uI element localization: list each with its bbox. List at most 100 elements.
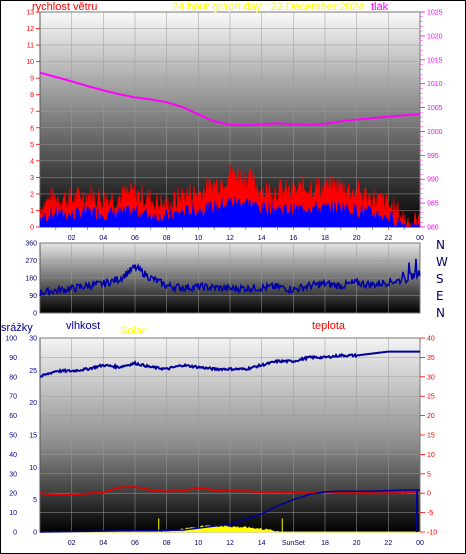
- wind-y-tick: 12: [26, 26, 34, 33]
- rain-y-tick: 15: [29, 433, 37, 440]
- humidity-y-tick: 10: [9, 510, 17, 517]
- rain-x-tick: 20: [353, 540, 361, 547]
- compass-n-top: N: [436, 238, 445, 252]
- humidity-y-tick: 60: [9, 413, 17, 420]
- wind-x-tick: 10: [194, 235, 202, 242]
- humidity-y-tick: 90: [9, 355, 17, 362]
- temp-y-tick: 30: [427, 374, 435, 381]
- pressure-y-tick: 1020: [427, 33, 443, 40]
- temp-y-tick: -5: [427, 510, 433, 517]
- wind-y-tick: 8: [30, 92, 34, 99]
- wind-x-tick: 20: [353, 235, 361, 242]
- direction-y-tick: 90: [29, 293, 37, 300]
- direction-y-tick: 360: [25, 241, 37, 248]
- pressure-y-tick: 980: [427, 225, 439, 232]
- wind-speed-label: rychlost větru: [32, 1, 97, 13]
- humidity-y-tick: 40: [9, 452, 17, 459]
- direction-y-tick: 270: [25, 258, 37, 265]
- wind-y-tick: 3: [30, 175, 34, 182]
- pressure-y-tick: 985: [427, 201, 439, 208]
- wind-x-tick: 22: [384, 235, 392, 242]
- wind-y-tick: 7: [30, 109, 34, 116]
- compass-s: S: [436, 272, 444, 286]
- humidity-y-tick: 0: [13, 530, 17, 537]
- wind-y-tick: 0: [30, 225, 34, 232]
- wind-average-series: [39, 196, 420, 228]
- temp-y-tick: 0: [427, 491, 431, 498]
- temp-y-tick: 20: [427, 413, 435, 420]
- compass-e: E: [436, 289, 444, 303]
- pressure-series: [39, 71, 421, 127]
- rain-x-tick: 04: [99, 540, 107, 547]
- temp-y-tick: 5: [427, 471, 431, 478]
- temp-y-tick: 35: [427, 355, 435, 362]
- rain-y-tick: 5: [33, 497, 37, 504]
- rain-x-tick: 02: [68, 540, 76, 547]
- solar-label: Solar: [120, 325, 146, 337]
- rain-x-tick: 00: [416, 540, 424, 547]
- wind-direction-series: [39, 258, 421, 297]
- wind-x-tick: 18: [321, 235, 329, 242]
- wind-x-tick: 08: [163, 235, 171, 242]
- wind-x-tick: 16: [289, 235, 297, 242]
- wind-x-tick: 04: [99, 235, 107, 242]
- pressure-y-tick: 1010: [427, 81, 443, 88]
- direction-y-tick: 180: [25, 276, 37, 283]
- humidity-y-tick: 20: [9, 491, 17, 498]
- wind-y-tick: 11: [27, 43, 34, 50]
- compass-w: W: [436, 255, 448, 269]
- wind-y-tick: 10: [26, 59, 34, 66]
- direction-y-tick: 0: [33, 311, 37, 318]
- pressure-y-tick: 1000: [427, 129, 443, 136]
- compass-n-bottom: N: [436, 306, 445, 320]
- wind-x-tick: 14: [258, 235, 266, 242]
- humidity-y-tick: 30: [9, 471, 17, 478]
- wind-x-tick: 12: [226, 235, 234, 242]
- temp-y-tick: -10: [427, 530, 437, 537]
- temp-y-tick: 15: [427, 433, 435, 440]
- temp-y-tick: 40: [427, 336, 435, 343]
- pressure-label: tlak: [371, 1, 389, 13]
- wind-y-tick: 1: [30, 208, 34, 215]
- temperature-label: teplota: [312, 320, 346, 332]
- rain-x-tick: 22: [384, 540, 392, 547]
- rain-x-tick: 08: [163, 540, 171, 547]
- wind-y-tick: 2: [30, 191, 34, 198]
- temp-y-tick: 25: [427, 394, 435, 401]
- rain-series: [39, 489, 420, 533]
- wind-y-tick: 9: [30, 76, 34, 83]
- wind-y-tick: 4: [30, 158, 34, 165]
- wind-x-tick: 02: [68, 235, 76, 242]
- wind-y-tick: 6: [30, 125, 34, 132]
- wind-y-tick: 13: [26, 10, 34, 17]
- solar-series: [40, 524, 420, 533]
- rain-x-tick: 06: [131, 540, 139, 547]
- pressure-y-tick: 995: [427, 153, 439, 160]
- rain-y-tick: 30: [29, 336, 37, 343]
- pressure-y-tick: 1015: [427, 57, 443, 64]
- wind-x-tick: 06: [131, 235, 139, 242]
- rain-label: srážky: [1, 322, 33, 334]
- rain-y-tick: 10: [29, 465, 37, 472]
- pressure-y-tick: 990: [427, 177, 439, 184]
- humidity-y-tick: 80: [9, 374, 17, 381]
- pressure-y-tick: 1005: [427, 105, 443, 112]
- temperature-series: [39, 485, 420, 496]
- rain-y-tick: 25: [29, 368, 37, 375]
- wind-y-tick: 5: [30, 142, 34, 149]
- rain-x-tick: 18: [321, 540, 329, 547]
- sunset-x-tick: SunSet: [282, 540, 305, 547]
- rain-x-tick: 10: [194, 540, 202, 547]
- humidity-series: [39, 350, 420, 378]
- graph-title: 24 hour graph day : 22 December 2024: [172, 1, 364, 13]
- rain-y-tick: 0: [33, 530, 37, 537]
- rain-y-tick: 20: [29, 400, 37, 407]
- humidity-y-tick: 50: [9, 433, 17, 440]
- humidity-y-tick: 100: [5, 336, 17, 343]
- pressure-y-tick: 1025: [427, 10, 443, 17]
- rain-x-tick: 12: [226, 540, 234, 547]
- humidity-label: vlhkost: [66, 320, 100, 332]
- rain-x-tick: 14: [258, 540, 266, 547]
- temp-y-tick: 10: [427, 452, 435, 459]
